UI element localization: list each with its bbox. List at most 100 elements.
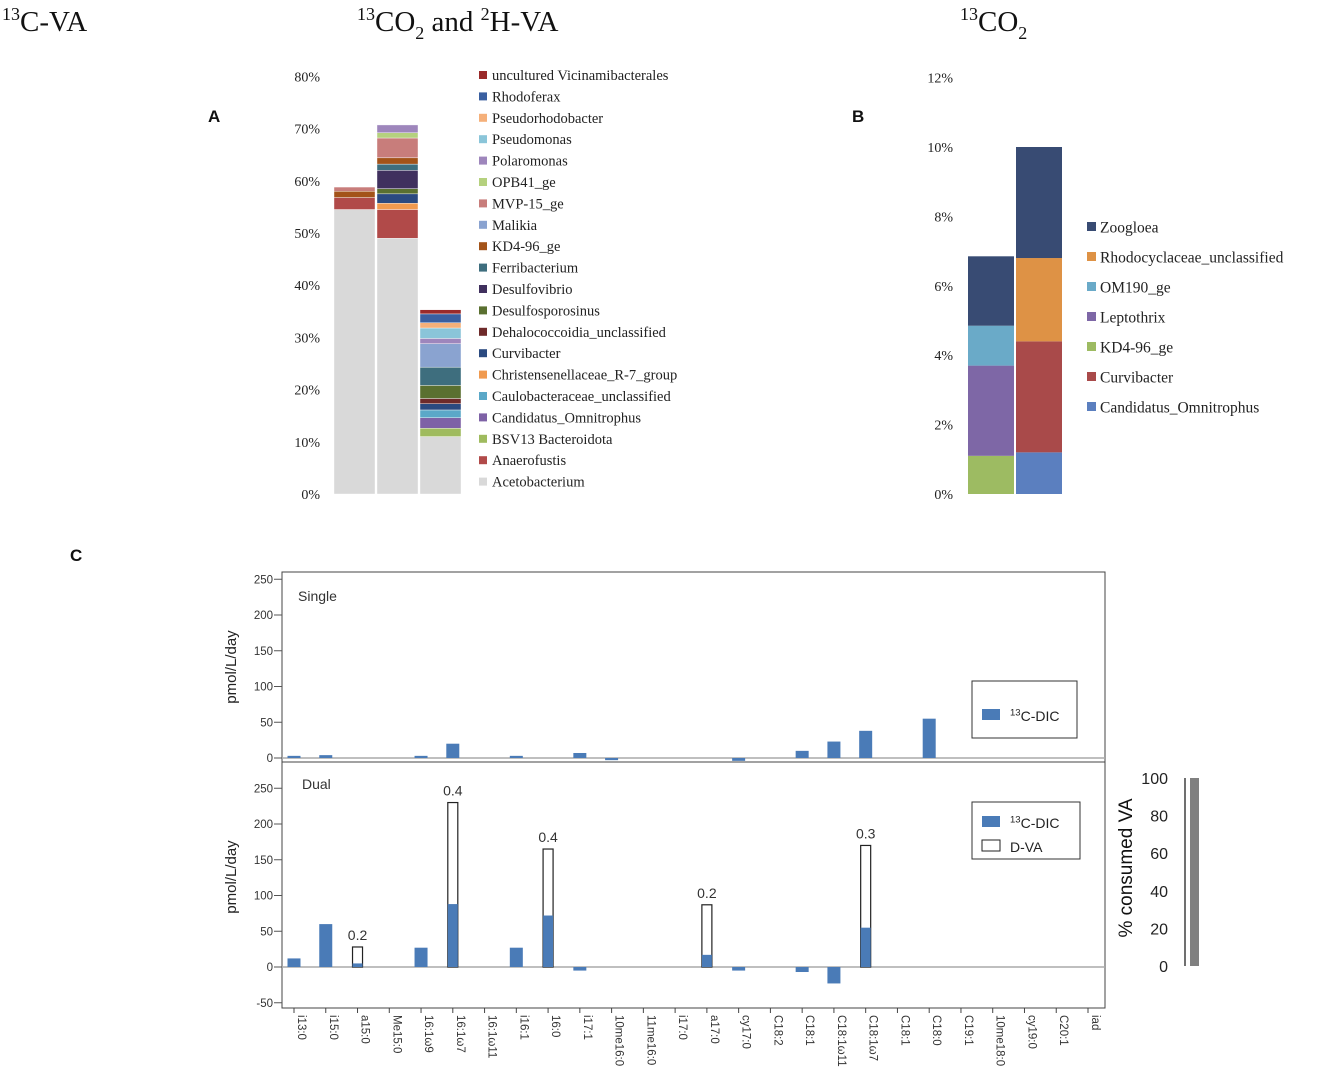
panel-a-legend-label-uncultured-vicinamibacterales: uncultured Vicinamibacterales bbox=[492, 68, 669, 84]
panel-c-single-bar-10me16-0 bbox=[605, 758, 619, 761]
panel-a-bar-uncultured-vicinamibacterales-3 bbox=[419, 309, 462, 315]
panel-a-bar-ferribacterium-3 bbox=[419, 366, 462, 386]
panel-c-xtick-i17-1: i17:1 bbox=[581, 1015, 593, 1040]
panel-a-legend-swatch-candidatus-omnitrophus bbox=[479, 413, 487, 422]
panel-b-ytick: 2% bbox=[934, 419, 953, 434]
panel-c-xtick-me15-0: Me15:0 bbox=[390, 1015, 402, 1053]
header-right-sup: 13 bbox=[960, 4, 978, 24]
panel-c-dual-bar-dic-16-1-7 bbox=[447, 904, 458, 967]
panel-b-legend-swatch-candidatus-omnitrophus bbox=[1087, 402, 1096, 411]
panel-a-bar-acetobacterium-1 bbox=[333, 209, 376, 495]
panel-c-dual-bar-dic-c18-1-7 bbox=[860, 927, 871, 967]
panel-c-dual-bar-dic-16-0 bbox=[543, 915, 554, 967]
panel-c-scale-bar bbox=[1190, 778, 1199, 966]
panel-a-bar-bsv13-bacteroidota-3 bbox=[419, 428, 462, 437]
panel-a-bar-mvp-15-ge-1 bbox=[333, 186, 376, 192]
panel-b-legend-label-curvibacter: Curvibacter bbox=[1100, 370, 1174, 387]
header-left-sup: 13 bbox=[2, 4, 20, 24]
panel-b-legend-label-rhodocyclaceae-unclassified: Rhodocyclaceae_unclassified bbox=[1100, 250, 1284, 267]
panel-a-legend-label-ferribacterium: Ferribacterium bbox=[492, 261, 579, 277]
panel-a-legend-swatch-bsv13-bacteroidota bbox=[479, 434, 487, 443]
panel-c-dual-bar-dic-a15-0 bbox=[352, 963, 363, 967]
panel-c-dual-ytick: 0 bbox=[267, 962, 273, 974]
header-middle-co: CO bbox=[375, 6, 415, 38]
panel-c-dual-bar-dic-a17-0 bbox=[701, 954, 712, 967]
panel-a-bar-acetobacterium-3 bbox=[419, 436, 462, 495]
panel-a: A 0% 10% 20% 30% 40% 50% 60% 70% 80% uncultured Vi… bbox=[208, 68, 677, 503]
header-middle-sup2: 2 bbox=[481, 4, 490, 24]
header-right: 13CO2 bbox=[960, 4, 1027, 43]
panel-b-legend-swatch-kd4-96-ge bbox=[1087, 342, 1096, 351]
panel-a-legend-swatch-anaerofustis bbox=[479, 456, 487, 465]
panel-b-legend-label-leptothrix: Leptothrix bbox=[1100, 310, 1166, 327]
panel-c-single-bar-c18-1 bbox=[795, 750, 809, 758]
panel-c-dual-frame bbox=[281, 761, 1106, 1009]
panel-b-bar-leptothrix-1 bbox=[968, 365, 1014, 456]
panel-a-ytick: 20% bbox=[294, 384, 320, 399]
panel-c-dual-legend-swatch-dic bbox=[982, 816, 1000, 827]
panel-a-bar-kd4-96-ge-2 bbox=[376, 157, 419, 165]
panel-c-scale-ytick: 60 bbox=[1150, 846, 1168, 863]
panel-c-dual-ytick: -50 bbox=[256, 998, 273, 1010]
panel-c-xtick-i17-0: i17:0 bbox=[676, 1015, 688, 1040]
header-right-sub: 2 bbox=[1018, 23, 1027, 43]
panel-c-single-title: Single bbox=[298, 588, 337, 604]
panel-c-dual-ytick: 150 bbox=[254, 855, 273, 867]
panel-c-xtick-a17-0: a17:0 bbox=[708, 1015, 720, 1044]
header-middle: 13CO2 and 2H-VA bbox=[357, 4, 558, 43]
panel-b-legend-label-om190-ge: OM190_ge bbox=[1100, 280, 1171, 297]
panel-a-legend-swatch-desulfosporosinus bbox=[479, 306, 487, 315]
panel-a-ytick: 0% bbox=[301, 488, 320, 503]
panel-c-xtick-16-1-7: 16:1ω7 bbox=[454, 1015, 466, 1053]
panel-b-legend-swatch-zoogloea bbox=[1087, 222, 1096, 231]
panel-a-legend-swatch-pseudomonas bbox=[479, 135, 487, 144]
panel-c-label: C bbox=[70, 546, 82, 565]
panel-b-legend-label-kd4-96-ge: KD4-96_ge bbox=[1100, 340, 1173, 357]
panel-b-legend-swatch-om190-ge bbox=[1087, 282, 1096, 291]
panel-a-legend-label-polaromonas: Polaromonas bbox=[492, 154, 568, 170]
panel-c-single-bar-c18-0 bbox=[922, 718, 936, 758]
panel-a-bar-opb41-ge-2 bbox=[376, 132, 419, 139]
panel-a-legend-label-mvp-15-ge: MVP-15_ge bbox=[492, 196, 564, 212]
panel-c-dual-bar-dic-c18-1-11 bbox=[827, 967, 841, 984]
panel-c-single-bar-cy17-0 bbox=[732, 758, 746, 761]
panel-a-bar-malikia-3 bbox=[419, 343, 462, 368]
header-middle-and: and bbox=[424, 6, 480, 38]
panel-c-xtick-c18-1: C18:1 bbox=[898, 1015, 910, 1046]
header-left-text: C-VA bbox=[20, 6, 87, 38]
panel-b-label: B bbox=[852, 107, 864, 126]
panel-c-xtick-c18-2: C18:2 bbox=[771, 1015, 783, 1046]
panel-c-scale-ytick: 20 bbox=[1150, 921, 1168, 938]
panel-b-bar-curvibacter-2 bbox=[1016, 341, 1062, 453]
panel-b-ytick: 4% bbox=[934, 349, 953, 364]
panel-b-bar-kd4-96-ge-1 bbox=[968, 455, 1014, 494]
panel-c-xtick-16-1-9: 16:1ω9 bbox=[422, 1015, 434, 1053]
panel-c-scale-ytick: 80 bbox=[1150, 809, 1168, 826]
panel-c-xtick-cy17-0: cy17:0 bbox=[740, 1015, 752, 1049]
panel-a-ytick: 70% bbox=[294, 123, 320, 138]
panel-a-legend-label-caulobacteraceae-unclassified: Caulobacteraceae_unclassified bbox=[492, 389, 671, 405]
panel-a-legend-label-desulfosporosinus: Desulfosporosinus bbox=[492, 303, 600, 319]
panel-c-single-bar-i16-1 bbox=[509, 755, 523, 758]
panel-c-single-bar-i15-0 bbox=[319, 755, 333, 758]
panel-c-xtick-c20-1: C20:1 bbox=[1057, 1015, 1069, 1046]
panel-b-ytick: 12% bbox=[927, 72, 953, 87]
panel-c-dual-legend-label-dic-text: C-DIC bbox=[1021, 815, 1060, 831]
panel-c-dual-legend-label-dic: 13C-DIC bbox=[1010, 815, 1059, 831]
panel-a-bar-acetobacterium-2 bbox=[376, 238, 419, 495]
panel-c-xtick-11me16-0: 11me16:0 bbox=[644, 1015, 656, 1065]
panel-a-legend-label-bsv13-bacteroidota: BSV13 Bacteroidota bbox=[492, 432, 613, 448]
panel-a-bar-mvp-15-ge-2 bbox=[376, 137, 419, 159]
panel-a-legend-swatch-desulfovibrio bbox=[479, 285, 487, 293]
panel-b-legend-swatch-curvibacter bbox=[1087, 372, 1096, 381]
panel-c-dual-ylabel: pmol/L/day bbox=[223, 840, 240, 914]
panel-c-dual-annotation-16-1-7: 0.4 bbox=[443, 783, 463, 799]
panel-a-bar-christensenellaceae-r-7-group-2 bbox=[376, 203, 419, 210]
panel-a-bar-desulfosporosinus-2 bbox=[376, 188, 419, 195]
panel-a-ytick: 40% bbox=[294, 279, 320, 294]
panel-a-legend-swatch-curvibacter bbox=[479, 349, 487, 358]
panel-c-scale-ytick: 100 bbox=[1141, 771, 1168, 788]
panel-c-xtick-c18-1-7: C18:1ω7 bbox=[867, 1015, 879, 1061]
panel-c-single-bar-i17-1 bbox=[573, 752, 587, 758]
panel-a-bar-candidatus-omnitrophus-3 bbox=[419, 417, 462, 429]
